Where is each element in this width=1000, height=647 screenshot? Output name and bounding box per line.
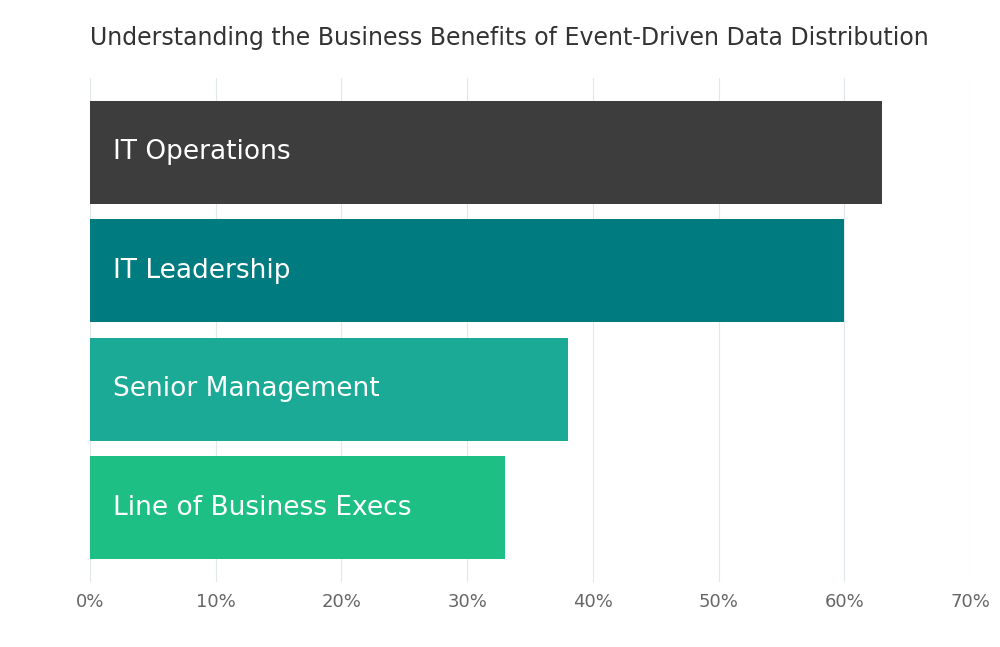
- Text: Senior Management: Senior Management: [113, 377, 379, 402]
- Text: Understanding the Business Benefits of Event-Driven Data Distribution: Understanding the Business Benefits of E…: [90, 26, 929, 50]
- Text: IT Leadership: IT Leadership: [113, 258, 290, 283]
- Bar: [90, 100, 882, 204]
- Bar: [90, 338, 568, 441]
- Bar: [90, 219, 844, 322]
- Text: IT Operations: IT Operations: [113, 139, 290, 165]
- Bar: [90, 456, 505, 560]
- Text: Line of Business Execs: Line of Business Execs: [113, 495, 411, 521]
